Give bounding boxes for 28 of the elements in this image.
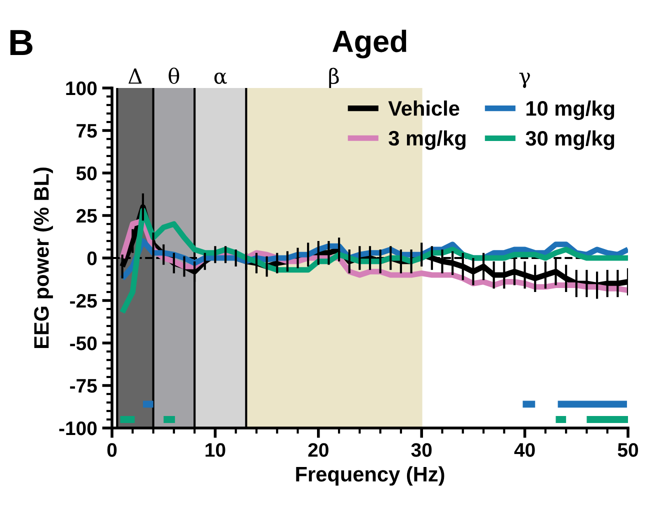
chart-title: Aged — [332, 30, 406, 58]
legend-label: 3 mg/kg — [388, 130, 466, 150]
band-label: Δ — [128, 68, 142, 84]
text: γ — [519, 72, 530, 88]
y-tick-label: -25 — [70, 294, 97, 308]
x-tick-label: 10 — [206, 443, 226, 457]
y-tick-label: 0 — [87, 251, 97, 266]
x-tick-label: 40 — [514, 443, 535, 457]
x-tick-label: 50 — [618, 443, 638, 457]
x-tick-label: 0 — [107, 443, 117, 457]
y-tick-label: 75 — [76, 124, 97, 138]
band-label: α — [214, 72, 227, 84]
text: B — [10, 30, 32, 55]
band-label: β — [329, 68, 339, 88]
legend-label: 30 mg/kg — [526, 130, 614, 150]
y-tick-label: -75 — [70, 379, 97, 393]
band-label: θ — [168, 68, 180, 84]
legend-label: 10 mg/kg — [526, 100, 614, 120]
y-tick-label: -50 — [70, 336, 97, 350]
x-tick-label: 30 — [411, 443, 432, 457]
y-tick-label: -100 — [59, 421, 97, 436]
x-tick-label: 20 — [308, 443, 328, 457]
legend-label: Vehicle — [388, 100, 460, 116]
y-tick-label: 25 — [76, 208, 97, 223]
y-axis-title: EEG power (% BL) — [34, 168, 53, 348]
x-axis-title: Frequency (Hz) — [296, 466, 444, 486]
y-tick-label: 50 — [76, 166, 97, 180]
y-tick-label: 100 — [66, 81, 97, 96]
